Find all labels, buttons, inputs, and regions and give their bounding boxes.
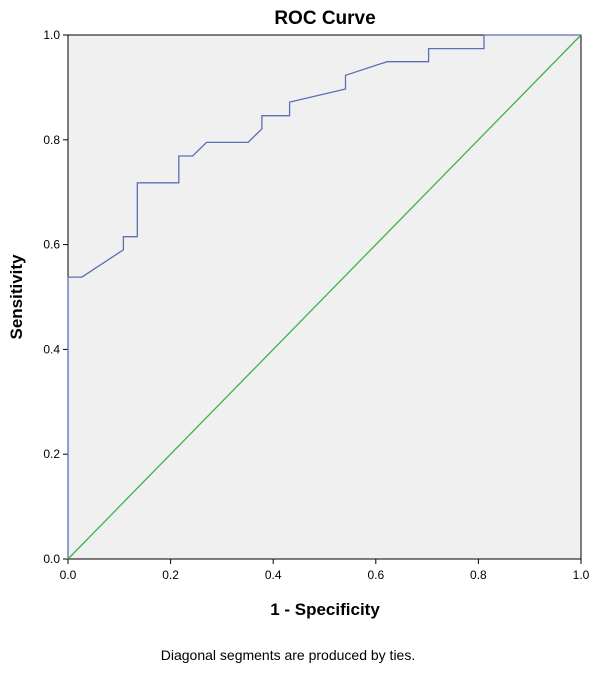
y-tick-label: 0.0	[43, 552, 60, 566]
x-tick-label: 0.8	[470, 568, 487, 582]
reference-diagonal-line	[67, 34, 582, 560]
y-axis-label: Sensitivity	[7, 254, 26, 340]
x-axis-label: 1 - Specificity	[270, 600, 380, 619]
y-tick-label: 0.6	[43, 238, 60, 252]
series-layer	[67, 34, 582, 560]
x-tick-label: 0.4	[265, 568, 282, 582]
footnote: Diagonal segments are produced by ties.	[161, 647, 415, 663]
x-tick-label: 1.0	[573, 568, 590, 582]
y-tick-label: 1.0	[43, 28, 60, 42]
y-tick-label: 0.8	[43, 133, 60, 147]
y-tick-label: 0.2	[43, 447, 60, 461]
roc-curve-line	[67, 34, 581, 559]
axis-ticks: 0.0 0.2 0.4 0.6 0.8 1.0 0.0 0.2 0.4 0.6 0.8 1.0	[43, 28, 589, 582]
chart-title: ROC Curve	[274, 8, 375, 29]
x-tick-label: 0.0	[60, 568, 77, 582]
x-tick-label: 0.2	[162, 568, 179, 582]
y-tick-label: 0.4	[43, 342, 60, 356]
x-tick-label: 0.6	[367, 568, 384, 582]
